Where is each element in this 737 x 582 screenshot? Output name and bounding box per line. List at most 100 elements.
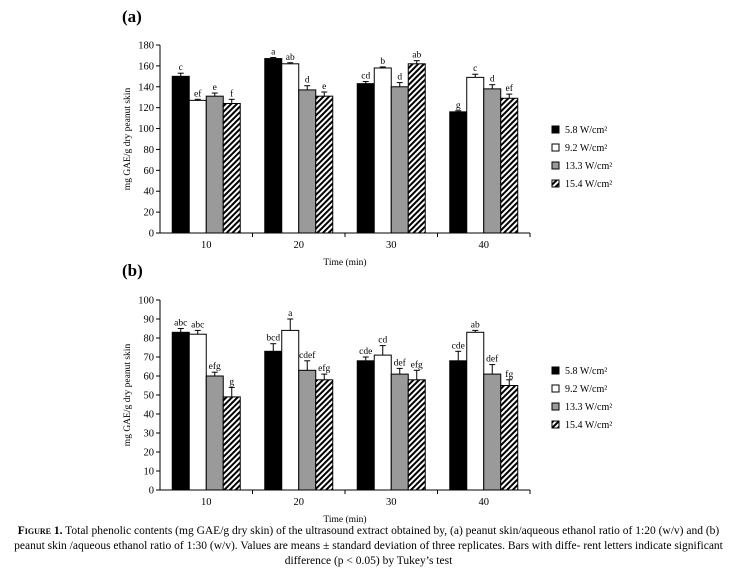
significance-letter: abc	[174, 319, 187, 329]
x-axis-title: Time (min)	[323, 514, 366, 525]
legend-label: 13.3 W/cm²	[565, 161, 612, 172]
significance-letter: efg	[318, 363, 330, 374]
legend-label: 5.8 W/cm²	[565, 366, 607, 377]
significance-letter: a	[271, 48, 276, 58]
bar-20-0	[264, 58, 283, 234]
legend-label: 15.4 W/cm²	[565, 179, 612, 190]
panel-label: (b)	[122, 261, 143, 280]
y-tick-label: 40	[144, 187, 155, 198]
significance-letter: a	[288, 309, 293, 319]
significance-letter: ef	[194, 88, 202, 99]
bar-40-0	[449, 111, 468, 234]
bar-30-3	[407, 379, 426, 491]
significance-letter: g	[229, 377, 234, 387]
legend: 5.8 W/cm² 9.2 W/cm² 13.3 W/cm² 15.4 W/cm²	[551, 366, 612, 431]
significance-letter: efg	[411, 359, 423, 370]
significance-letter: d	[305, 76, 310, 86]
bar-20-0	[264, 350, 283, 491]
x-tick-label: 30	[386, 497, 397, 508]
y-tick-label: 50	[144, 391, 155, 402]
legend-swatch	[551, 384, 560, 393]
bar-30-1	[373, 354, 392, 491]
significance-letter: fg	[505, 369, 513, 380]
y-tick-label: 140	[138, 82, 154, 93]
legend-swatch	[551, 179, 560, 188]
bar-20-3	[315, 379, 334, 491]
significance-letter: g	[456, 101, 461, 111]
significance-letter: e	[322, 82, 326, 92]
bar-20-2	[298, 369, 317, 491]
bar-10-3	[222, 102, 241, 234]
y-tick-label: 80	[144, 145, 155, 156]
bar-40-1	[466, 76, 485, 234]
legend-swatch	[551, 402, 560, 411]
significance-letter: d	[397, 73, 402, 83]
y-tick-label: 40	[144, 410, 155, 421]
bar-40-0	[449, 360, 468, 491]
legend-swatch	[551, 143, 560, 152]
x-tick-label: 40	[479, 497, 490, 508]
bar-10-0	[171, 331, 190, 491]
y-tick-label: 80	[144, 334, 155, 345]
bar-30-1	[373, 67, 392, 234]
legend-swatch	[551, 161, 560, 170]
x-tick-label: 20	[294, 497, 305, 508]
bar-10-0	[171, 75, 190, 234]
y-tick-label: 60	[144, 166, 155, 177]
significance-letter: bcd	[266, 334, 280, 344]
bar-30-0	[356, 360, 375, 491]
bar-40-3	[500, 385, 519, 491]
legend-swatch	[551, 420, 560, 429]
bar-30-3	[407, 63, 426, 234]
bar-10-2	[205, 95, 224, 234]
significance-letter: def	[394, 357, 407, 368]
significance-letter: cd	[361, 72, 370, 82]
legend-label: 9.2 W/cm²	[565, 384, 607, 395]
bar-20-2	[298, 89, 317, 234]
significance-letter: efg	[209, 361, 221, 372]
y-tick-label: 120	[138, 103, 154, 114]
panel-label: (a)	[122, 7, 142, 26]
bar-20-1	[281, 63, 300, 234]
bar-10-1	[188, 99, 207, 234]
y-tick-label: 100	[138, 124, 154, 135]
chart-panel-a: (a) 0 20 40 60 80 100 120 140 160 180 mg GAE/g dry …	[122, 7, 612, 268]
caption-label: Figure 1.	[17, 525, 63, 537]
bar-10-3	[222, 396, 241, 491]
legend-label: 15.4 W/cm²	[565, 420, 612, 431]
significance-letter: def	[486, 354, 499, 365]
significance-letter: ab	[471, 320, 480, 330]
bar-40-2	[483, 373, 502, 491]
y-axis-title: mg GAE/g dry peanut skin	[123, 344, 133, 447]
x-tick-label: 10	[201, 497, 212, 508]
y-tick-label: 20	[144, 448, 155, 459]
significance-letter: e	[213, 83, 217, 93]
x-tick-label: 10	[201, 240, 212, 251]
bar-30-2	[390, 373, 409, 491]
bar-10-2	[205, 375, 224, 491]
significance-letter: ab	[412, 51, 421, 61]
y-tick-label: 180	[138, 41, 154, 52]
significance-letter: b	[380, 57, 385, 67]
y-tick-label: 160	[138, 61, 154, 72]
bar-20-3	[315, 95, 334, 234]
y-tick-label: 70	[144, 353, 155, 364]
significance-letter: f	[230, 88, 234, 99]
significance-letter: cde	[452, 341, 465, 351]
y-tick-label: 90	[144, 315, 155, 326]
significance-letter: cdef	[299, 350, 316, 361]
bar-30-2	[390, 86, 409, 234]
legend-swatch	[551, 366, 560, 375]
bar-40-3	[500, 97, 519, 234]
y-tick-label: 0	[149, 486, 154, 497]
significance-letter: cde	[359, 347, 372, 357]
legend-label: 9.2 W/cm²	[565, 143, 607, 154]
x-axis-title: Time (min)	[323, 257, 366, 268]
y-axis-title: mg GAE/g dry peanut skin	[123, 88, 133, 191]
legend: 5.8 W/cm² 9.2 W/cm² 13.3 W/cm² 15.4 W/cm²	[551, 125, 612, 190]
bar-30-0	[356, 83, 375, 234]
significance-letter: c	[179, 63, 183, 73]
x-tick-label: 20	[294, 240, 305, 251]
x-tick-label: 30	[386, 240, 397, 251]
